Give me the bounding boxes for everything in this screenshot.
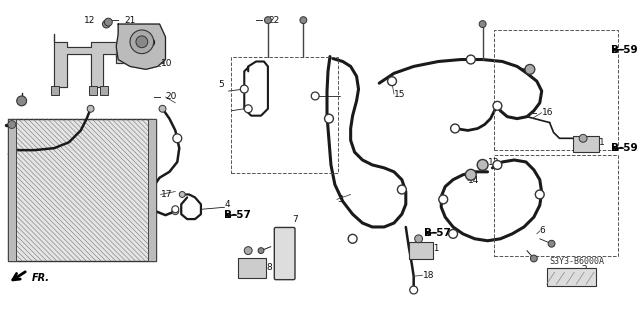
Circle shape — [451, 124, 460, 133]
Text: 18: 18 — [422, 271, 434, 280]
Bar — [547, 268, 596, 286]
Text: 5: 5 — [219, 80, 225, 89]
Circle shape — [397, 185, 406, 194]
Bar — [89, 86, 97, 95]
Bar — [8, 119, 16, 262]
Circle shape — [493, 160, 502, 169]
Text: 7: 7 — [292, 215, 298, 224]
Text: 1: 1 — [599, 138, 605, 147]
Circle shape — [17, 96, 27, 106]
Text: 8: 8 — [266, 263, 272, 272]
Circle shape — [388, 77, 396, 85]
Bar — [148, 119, 156, 262]
Text: B-59: B-59 — [611, 143, 637, 153]
Circle shape — [477, 160, 488, 170]
Circle shape — [104, 18, 112, 26]
Text: 11: 11 — [428, 244, 440, 253]
Polygon shape — [116, 24, 166, 69]
Circle shape — [102, 20, 110, 28]
Text: 22: 22 — [268, 16, 279, 25]
Circle shape — [439, 195, 447, 204]
Text: 17: 17 — [161, 190, 172, 199]
Circle shape — [579, 134, 587, 142]
Text: 2: 2 — [581, 265, 587, 274]
Circle shape — [87, 105, 94, 112]
Text: S3Y3-B6000A: S3Y3-B6000A — [550, 257, 605, 266]
Circle shape — [548, 240, 555, 247]
Circle shape — [264, 17, 271, 24]
Text: B-57: B-57 — [223, 210, 250, 220]
Bar — [238, 258, 266, 278]
Text: 20: 20 — [166, 93, 177, 101]
Circle shape — [130, 30, 154, 54]
Circle shape — [173, 134, 182, 143]
Circle shape — [179, 191, 185, 197]
Bar — [495, 155, 618, 256]
Circle shape — [311, 92, 319, 100]
Circle shape — [136, 36, 148, 48]
Polygon shape — [54, 34, 163, 87]
Text: 3: 3 — [337, 195, 342, 204]
Circle shape — [410, 286, 418, 294]
Bar — [495, 30, 618, 150]
Text: 16: 16 — [541, 108, 553, 117]
Circle shape — [300, 17, 307, 24]
Circle shape — [479, 21, 486, 27]
Circle shape — [525, 64, 535, 74]
Bar — [573, 136, 599, 152]
Text: 6: 6 — [540, 226, 545, 235]
Circle shape — [258, 248, 264, 254]
Circle shape — [159, 105, 166, 112]
Text: B-59: B-59 — [611, 45, 637, 55]
Circle shape — [348, 234, 357, 243]
Bar — [232, 56, 338, 173]
Bar — [409, 242, 433, 259]
Text: FR.: FR. — [31, 273, 49, 283]
Text: 12: 12 — [84, 16, 95, 25]
Text: 4: 4 — [225, 200, 230, 209]
Bar — [8, 119, 156, 262]
FancyBboxPatch shape — [275, 227, 295, 280]
Circle shape — [493, 101, 502, 110]
Text: 15: 15 — [394, 90, 406, 99]
Text: B-57: B-57 — [424, 228, 451, 238]
Text: 19: 19 — [278, 256, 289, 265]
Circle shape — [535, 190, 544, 199]
Circle shape — [241, 85, 248, 93]
Circle shape — [415, 235, 422, 243]
Circle shape — [324, 114, 333, 123]
Text: 21: 21 — [124, 16, 136, 25]
Circle shape — [8, 121, 16, 129]
Circle shape — [172, 208, 179, 215]
Text: 14: 14 — [468, 176, 479, 185]
Text: 13: 13 — [488, 159, 499, 167]
Circle shape — [467, 55, 476, 64]
Circle shape — [465, 169, 476, 180]
Bar — [100, 86, 108, 95]
Circle shape — [244, 247, 252, 255]
Circle shape — [449, 229, 458, 238]
Text: 10: 10 — [161, 59, 172, 68]
Circle shape — [244, 105, 252, 113]
Bar — [51, 86, 59, 95]
Circle shape — [172, 206, 179, 213]
Text: 9: 9 — [150, 39, 156, 48]
Circle shape — [531, 255, 538, 262]
